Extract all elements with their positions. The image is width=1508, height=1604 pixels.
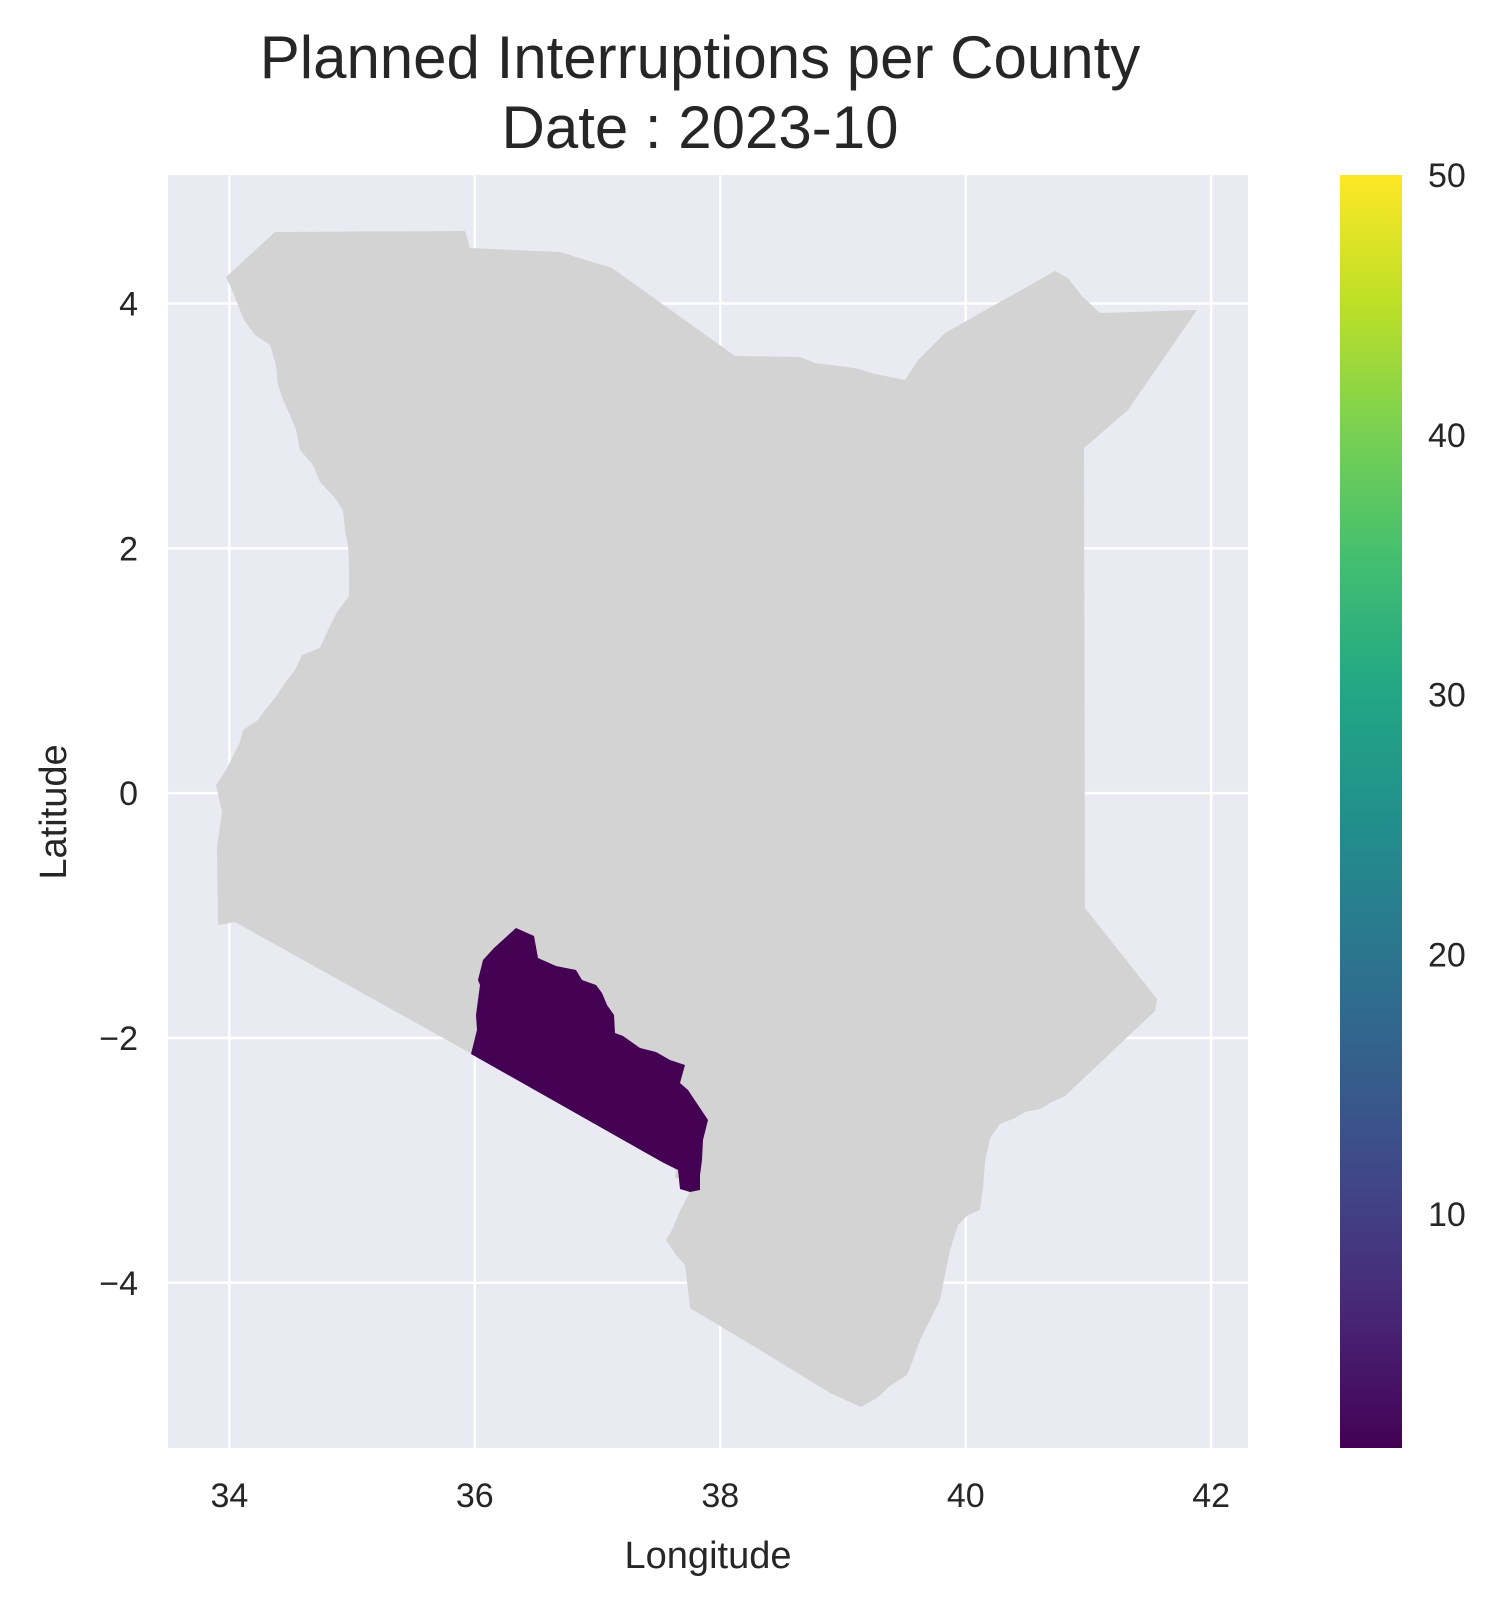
- x-tick-label: 34: [210, 1477, 248, 1515]
- x-axis-ticks: 34 36 38 40 42: [210, 1477, 1230, 1515]
- highlighted-county-region: [471, 928, 708, 1192]
- colorbar-tick-label: 20: [1428, 936, 1466, 974]
- y-axis-ticks: 4 2 0 −2 −4: [99, 286, 138, 1303]
- chart-title: Planned Interruptions per County: [259, 24, 1141, 91]
- colorbar: [1340, 175, 1402, 1448]
- y-tick-label: −4: [99, 1265, 138, 1303]
- y-tick-label: 2: [119, 530, 138, 568]
- x-tick-label: 42: [1192, 1477, 1230, 1515]
- colorbar-tick-label: 50: [1428, 157, 1466, 195]
- colorbar-tick-label: 40: [1428, 417, 1466, 455]
- y-tick-label: 4: [119, 286, 138, 324]
- y-tick-label: −2: [99, 1020, 138, 1058]
- colorbar-tick-label: 10: [1428, 1196, 1466, 1234]
- kenya-outline-region: [216, 231, 1197, 1407]
- x-tick-label: 38: [701, 1477, 739, 1515]
- x-tick-label: 36: [456, 1477, 494, 1515]
- y-tick-label: 0: [119, 775, 138, 813]
- y-axis-label: Latitude: [33, 744, 75, 879]
- x-tick-label: 40: [947, 1477, 985, 1515]
- colorbar-ticks: 10 20 30 40 50: [1428, 157, 1466, 1234]
- x-axis-label: Longitude: [625, 1535, 792, 1577]
- colorbar-tick-label: 30: [1428, 677, 1466, 715]
- chart-subtitle: Date : 2023-10: [501, 94, 899, 161]
